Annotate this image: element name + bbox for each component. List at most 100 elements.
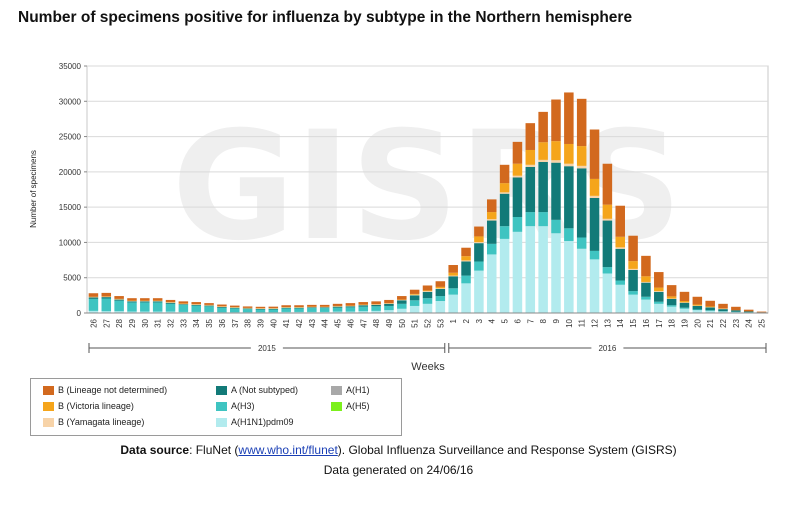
bar-segment-a_ns-wk17 xyxy=(654,292,664,302)
bar-segment-a_h3-wk41 xyxy=(281,308,291,312)
x-tick-label: 22 xyxy=(719,318,728,327)
legend-item-b_yam: B (Yamagata lineage) xyxy=(43,417,144,427)
bar-segment-a_h3-wk38 xyxy=(243,309,253,312)
bar-segment-a_h3-wk27 xyxy=(102,299,112,312)
bar-segment-a_ns-wk33 xyxy=(179,304,189,305)
bar-segment-a_ns-wk8 xyxy=(538,162,548,212)
x-tick-label: 47 xyxy=(359,318,368,327)
bar-segment-a_ns-wk36 xyxy=(217,307,227,308)
bar-segment-a_h1pdm-wk53 xyxy=(436,301,446,313)
bar-segment-a_ns-wk42 xyxy=(294,308,304,309)
bar-segment-b_nd-wk41 xyxy=(281,305,291,307)
bar-segment-a_h3-wk53 xyxy=(436,296,446,301)
bar-segment-b_vic-wk19 xyxy=(680,301,690,302)
bar-segment-a_ns-wk9 xyxy=(551,163,561,220)
bar-segment-b_vic-wk8 xyxy=(538,142,548,160)
legend-item-b_vic: B (Victoria lineage) xyxy=(43,401,134,411)
year-label: 2015 xyxy=(258,344,276,353)
bar-segment-a_h1pdm-wk50 xyxy=(397,309,407,313)
bar-segment-a_h1pdm-wk16 xyxy=(641,300,651,313)
bar-segment-a_ns-wk13 xyxy=(603,221,613,268)
x-axis-label: Weeks xyxy=(411,361,445,373)
legend-swatch xyxy=(43,386,54,395)
x-tick-label: 5 xyxy=(501,318,510,323)
bar-segment-a_h3-wk39 xyxy=(256,309,266,312)
legend-item-a_h5: A(H5) xyxy=(331,401,370,411)
bar-segment-b_nd-wk2 xyxy=(461,248,471,256)
bar-segment-a_ns-wk34 xyxy=(191,305,201,306)
x-tick-label: 37 xyxy=(231,318,240,327)
x-tick-label: 20 xyxy=(693,318,702,327)
bar-segment-a_h1pdm-wk4 xyxy=(487,254,497,313)
bar-segment-a_h1pdm-wk11 xyxy=(577,249,587,313)
bar-segment-b_nd-wk8 xyxy=(538,112,548,142)
bar-segment-b_yam-wk6 xyxy=(513,176,523,178)
bar-segment-a_h3-wk52 xyxy=(423,298,433,304)
bar-segment-b_vic-wk14 xyxy=(615,237,625,248)
bar-segment-b_vic-wk18 xyxy=(667,296,677,298)
flunet-link[interactable]: www.who.int/flunet xyxy=(238,443,337,457)
bar-segment-a_h1pdm-wk6 xyxy=(513,232,523,313)
x-tick-label: 1 xyxy=(449,318,458,323)
bar-segment-b_yam-wk11 xyxy=(577,166,587,168)
bar-segment-a_ns-wk22 xyxy=(718,309,728,311)
bar-segment-b_yam-wk52 xyxy=(423,291,433,292)
influenza-chart: GISRS 0500010000150002000025000300003500… xyxy=(0,0,797,380)
x-tick-label: 35 xyxy=(205,318,214,327)
bar-segment-b_yam-wk1 xyxy=(448,276,458,277)
bar-segment-a_h1pdm-wk2 xyxy=(461,283,471,313)
bar-segment-b_vic-wk4 xyxy=(487,212,497,219)
bar-segment-a_ns-wk27 xyxy=(102,297,112,298)
data-generated-line: Data generated on 24/06/16 xyxy=(0,463,797,477)
x-tick-label: 41 xyxy=(282,318,291,327)
bar-segment-b_vic-wk6 xyxy=(513,164,523,176)
bar-segment-b_vic-wk2 xyxy=(461,256,471,260)
bar-segment-b_yam-wk53 xyxy=(436,288,446,289)
bar-segment-a_h1pdm-wk17 xyxy=(654,304,664,313)
x-tick-label: 11 xyxy=(578,318,587,327)
bar-segment-a_h3-wk50 xyxy=(397,304,407,309)
x-tick-label: 17 xyxy=(655,318,664,327)
bar-segment-b_nd-wk3 xyxy=(474,227,484,237)
legend: B (Lineage not determined)B (Victoria li… xyxy=(30,378,402,436)
bar-segment-b_nd-wk50 xyxy=(397,296,407,300)
x-tick-label: 10 xyxy=(565,318,574,327)
bar-segment-a_ns-wk21 xyxy=(705,308,715,311)
bar-segment-b_vic-wk52 xyxy=(423,290,433,291)
bar-segment-a_ns-wk3 xyxy=(474,243,484,261)
legend-label: A (Not subtyped) xyxy=(231,385,298,395)
bar-segment-b_nd-wk46 xyxy=(346,303,356,305)
bar-segment-b_nd-wk14 xyxy=(615,206,625,237)
bar-segment-a_h1pdm-wk14 xyxy=(615,285,625,313)
bar-segment-a_ns-wk53 xyxy=(436,289,446,296)
bar-segment-b_vic-wk9 xyxy=(551,141,561,160)
data-source-text-post: ). Global Influenza Surveillance and Res… xyxy=(338,443,677,457)
bar-segment-a_h3-wk30 xyxy=(140,302,150,311)
bar-segment-a_ns-wk44 xyxy=(320,307,330,308)
bar-segment-a_h3-wk42 xyxy=(294,308,304,312)
bar-segment-a_ns-wk35 xyxy=(204,306,214,307)
x-tick-label: 27 xyxy=(102,318,111,327)
bar-segment-b_nd-wk28 xyxy=(114,296,124,299)
bar-segment-b_nd-wk21 xyxy=(705,301,715,307)
bar-segment-a_h1pdm-wk3 xyxy=(474,271,484,313)
x-tick-label: 8 xyxy=(539,318,548,323)
bar-segment-a_h3-wk13 xyxy=(603,267,613,273)
x-tick-label: 45 xyxy=(334,318,343,327)
bar-segment-a_ns-wk6 xyxy=(513,178,523,218)
legend-label: A(H1) xyxy=(346,385,370,395)
bar-segment-a_h3-wk21 xyxy=(705,310,715,311)
bar-segment-b_nd-wk48 xyxy=(371,301,381,304)
bar-segment-a_h1pdm-wk18 xyxy=(667,307,677,313)
bar-segment-b_nd-wk5 xyxy=(500,165,510,183)
bar-segment-a_h3-wk19 xyxy=(680,308,690,309)
x-tick-label: 36 xyxy=(218,318,227,327)
bar-segment-a_h1pdm-wk13 xyxy=(603,273,613,313)
bar-segment-a_h3-wk4 xyxy=(487,244,497,255)
bar-segment-b_nd-wk34 xyxy=(191,302,201,304)
bar-segment-b_nd-wk25 xyxy=(757,312,767,313)
bar-segment-b_yam-wk3 xyxy=(474,242,484,243)
bar-segment-b_nd-wk39 xyxy=(256,307,266,308)
bar-segment-b_nd-wk40 xyxy=(269,307,279,308)
bar-segment-b_vic-wk5 xyxy=(500,183,510,192)
